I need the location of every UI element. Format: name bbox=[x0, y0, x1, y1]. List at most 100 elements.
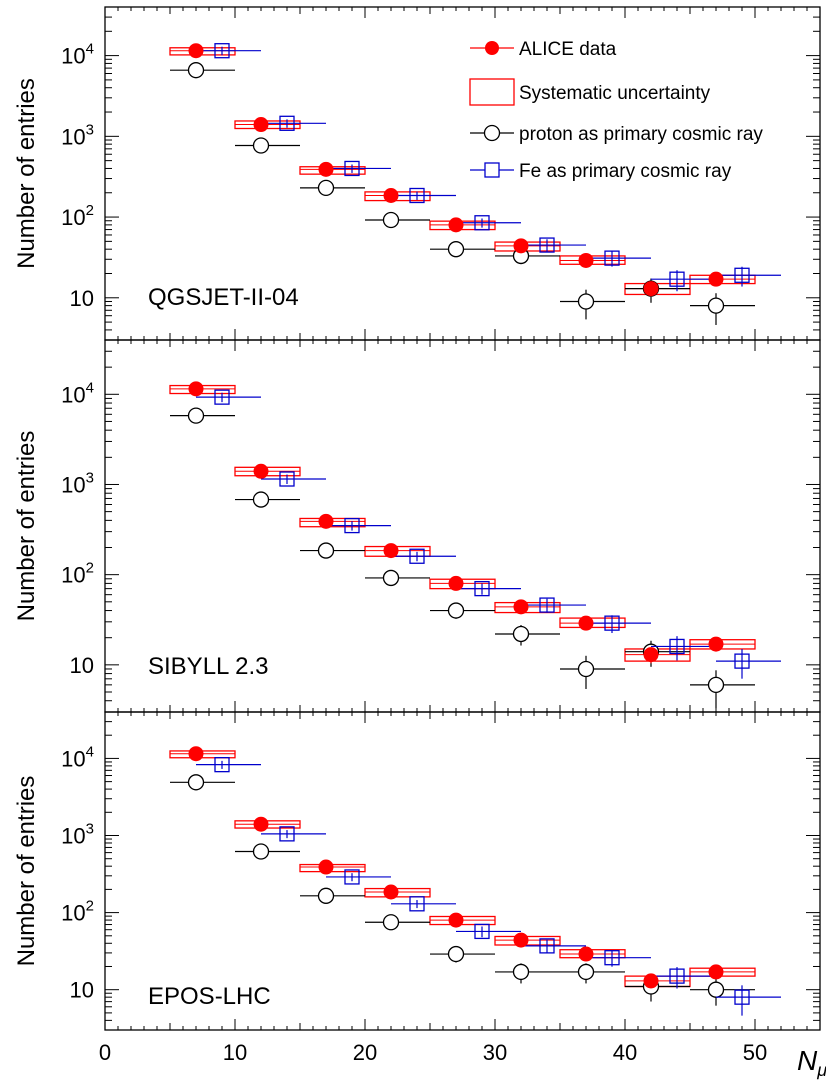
proton-point bbox=[317, 887, 335, 904]
panel-epos-lhc: 10 102 103 104 Number of entries EPOS-LHC 0 10 2… bbox=[13, 711, 826, 1080]
panel-qgsjet-ii-04: 10 102 103 104 Number of entries QGSJET-II-04 bbox=[13, 6, 821, 341]
plot-frame bbox=[104, 711, 821, 1031]
proton-point bbox=[512, 963, 530, 981]
legend-item: proton as primary cosmic ray bbox=[470, 124, 763, 145]
fe-point bbox=[604, 615, 620, 631]
fe-point bbox=[539, 597, 555, 613]
fe-point bbox=[604, 250, 620, 266]
legend-label: proton as primary cosmic ray bbox=[519, 124, 763, 145]
data-point bbox=[513, 932, 529, 948]
data-point bbox=[253, 117, 269, 133]
data-point bbox=[578, 615, 594, 631]
legend: ALICE data Systematic uncertainty proton a… bbox=[469, 39, 763, 182]
fe-point bbox=[734, 653, 750, 669]
y-tick-label: 103 bbox=[61, 121, 94, 149]
y-tick-label: 102 bbox=[61, 898, 94, 926]
x-tick-label: 10 bbox=[223, 1040, 247, 1065]
legend-label: Fe as primary cosmic ray bbox=[519, 161, 732, 182]
legend-label: Systematic uncertainty bbox=[519, 83, 711, 104]
proton-point bbox=[707, 981, 725, 998]
x-axis-label: Nμ bbox=[797, 1045, 826, 1080]
y-tick-label: 10 bbox=[70, 978, 94, 1003]
data-point bbox=[448, 575, 464, 591]
fe-point bbox=[344, 517, 360, 534]
y-axis-label: Number of entries bbox=[13, 431, 40, 622]
syst-box bbox=[494, 241, 561, 252]
fe-point bbox=[734, 267, 750, 283]
data-point bbox=[643, 973, 659, 989]
proton-point bbox=[382, 914, 400, 931]
panels: 10 102 103 104 Number of entries QGSJET-II-04… bbox=[13, 6, 826, 1080]
data-point bbox=[708, 271, 724, 287]
proton-point bbox=[317, 179, 335, 197]
y-axis-label: Number of entries bbox=[13, 776, 40, 967]
fe-point bbox=[409, 548, 425, 564]
data-point bbox=[318, 161, 334, 177]
fe-point bbox=[474, 215, 490, 231]
proton-point bbox=[187, 407, 205, 424]
data-point bbox=[383, 187, 399, 203]
y-tick-label: 10 bbox=[70, 286, 94, 311]
proton-point bbox=[187, 62, 205, 79]
data-point bbox=[188, 746, 204, 762]
proton-point bbox=[577, 660, 595, 678]
fe-point bbox=[604, 950, 620, 966]
proton-point bbox=[382, 569, 400, 587]
fe-point bbox=[214, 389, 230, 405]
fe-point bbox=[409, 896, 425, 912]
fe-point bbox=[734, 989, 750, 1005]
data-point bbox=[578, 946, 594, 962]
proton-point bbox=[707, 676, 725, 694]
legend-marker-fe bbox=[484, 162, 500, 178]
y-axis-label: Number of entries bbox=[13, 78, 40, 269]
data-point bbox=[578, 252, 594, 268]
proton-point bbox=[252, 491, 270, 508]
legend-item: Systematic uncertainty bbox=[469, 78, 711, 106]
legend-item: Fe as primary cosmic ray bbox=[470, 161, 732, 182]
proton-point bbox=[707, 297, 725, 314]
fe-point bbox=[474, 923, 490, 940]
y-tick-label: 10 bbox=[70, 653, 94, 678]
data-point bbox=[448, 912, 464, 928]
y-tick-label: 104 bbox=[61, 743, 94, 771]
data-point bbox=[513, 599, 529, 615]
model-label: QGSJET-II-04 bbox=[148, 284, 299, 311]
legend-marker-syst bbox=[469, 78, 515, 106]
proton-point bbox=[447, 945, 465, 963]
model-label: EPOS-LHC bbox=[148, 983, 271, 1010]
proton-point bbox=[187, 774, 205, 791]
x-tick-label: 50 bbox=[743, 1040, 767, 1065]
data-point bbox=[708, 964, 724, 980]
fe-point bbox=[279, 115, 295, 131]
y-tick-label: 103 bbox=[61, 821, 94, 849]
fe-point bbox=[344, 160, 360, 177]
data-point bbox=[383, 543, 399, 559]
legend-marker-data bbox=[485, 41, 499, 55]
data-point bbox=[318, 513, 334, 529]
fe-point bbox=[669, 271, 685, 287]
syst-box bbox=[494, 601, 561, 614]
proton-point bbox=[512, 625, 530, 643]
y-tick-label: 102 bbox=[61, 560, 94, 588]
fe-point bbox=[539, 237, 555, 253]
fe-point bbox=[214, 757, 230, 773]
x-tick-label: 0 bbox=[99, 1040, 111, 1065]
fe-point bbox=[279, 826, 295, 842]
proton-point bbox=[447, 602, 465, 619]
data-point bbox=[513, 238, 529, 254]
legend-item: ALICE data bbox=[470, 39, 617, 60]
data-point bbox=[448, 217, 464, 233]
data-point bbox=[188, 381, 204, 397]
x-tick-label: 20 bbox=[353, 1040, 377, 1065]
proton-point bbox=[577, 293, 595, 310]
proton-point bbox=[252, 843, 270, 860]
fe-point bbox=[279, 471, 295, 487]
x-tick-label: 40 bbox=[613, 1040, 637, 1065]
proton-point bbox=[252, 137, 270, 154]
y-tick-label: 104 bbox=[61, 41, 94, 69]
data-point bbox=[383, 884, 399, 900]
proton-point bbox=[317, 542, 335, 559]
data-point bbox=[188, 43, 204, 59]
y-tick-label: 104 bbox=[61, 379, 94, 407]
